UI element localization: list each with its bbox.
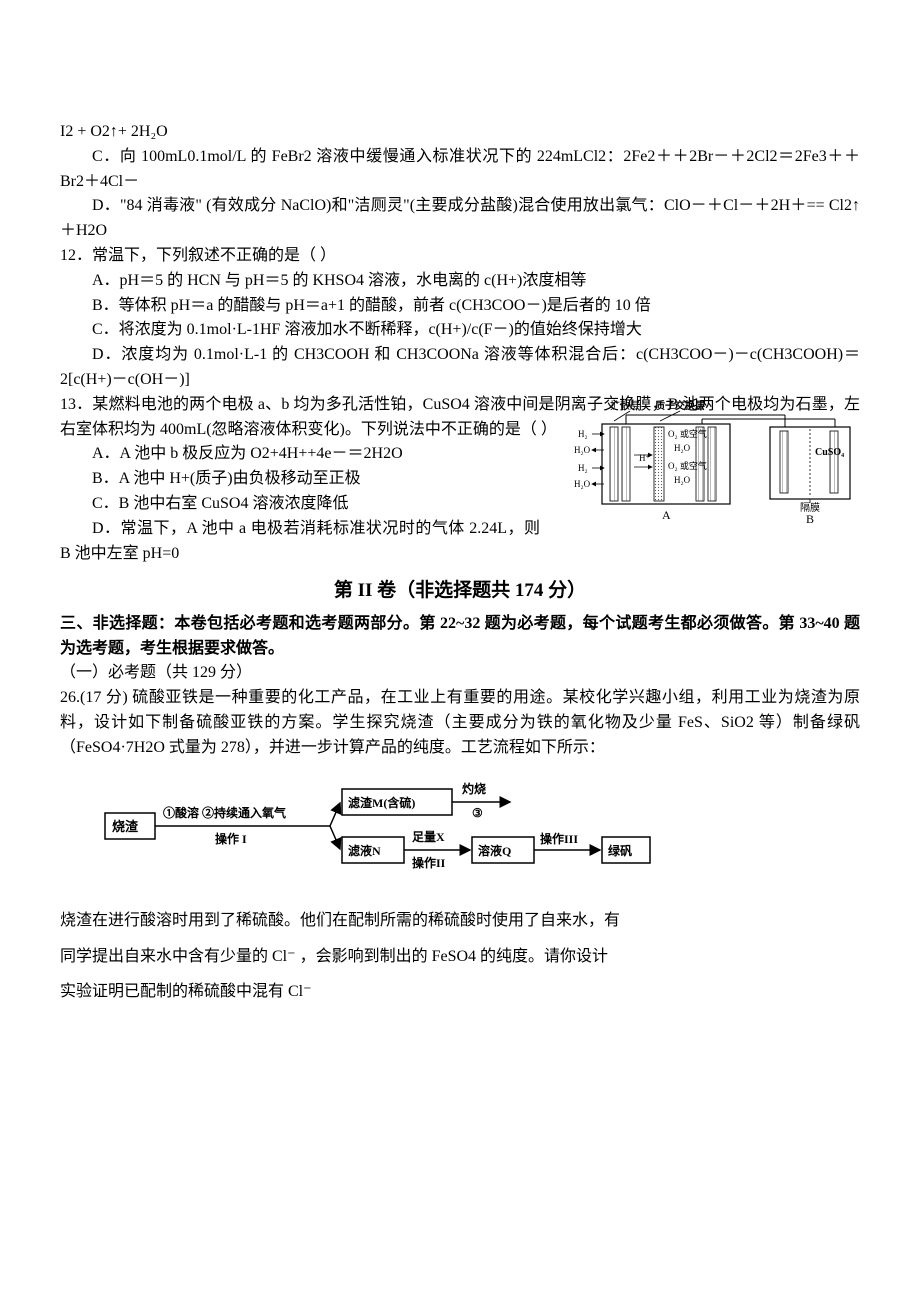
- label-cuso4: CuSO₄: [815, 447, 844, 458]
- q13-option-c: C．B 池中右室 CuSO4 溶液浓度降低: [60, 492, 540, 517]
- node-start: 烧渣: [112, 819, 139, 834]
- label-diffusion: 扩散层: [610, 399, 640, 412]
- opII-top: 足量X: [412, 830, 445, 844]
- label-h2-2: H₂: [578, 463, 588, 473]
- q12-stem: 12．常温下，下列叙述不正确的是（ ）: [60, 244, 860, 269]
- fragment-line: I2 + O2↑+ 2H₂O: [60, 120, 860, 145]
- section3-sub: （一）必考题（共 129 分）: [60, 661, 860, 686]
- q26-para3: 同学提出自来水中含有少量的 Cl⁻ ，会影响到制出的 FeSO4 的纯度。请你设…: [60, 939, 860, 974]
- fragment-option-c: C．向 100mL0.1mol/L 的 FeBr2 溶液中缓慢通入标准状况下的 …: [60, 145, 860, 195]
- q13-option-b: B．A 池中 H+(质子)由负极移动至正极: [60, 467, 540, 492]
- node-solution-q: 溶液Q: [478, 843, 511, 858]
- q12-option-d: D．浓度均为 0.1mol·L-1 的 CH3COOH 和 CH3COONa 溶…: [60, 343, 860, 393]
- node-filtrate-n: 滤液N: [348, 843, 381, 858]
- q12-option-b: B．等体积 pH＝a 的醋酸与 pH＝a+1 的醋酸，前者 c(CH3COO－)…: [60, 294, 860, 319]
- q26-stem: 26.(17 分) 硫酸亚铁是一种重要的化工产品，在工业上有重要的用途。某校化学…: [60, 686, 860, 760]
- label-proton: 质子交换层: [655, 399, 705, 412]
- q13-container: 13．某燃料电池的两个电极 a、b 均为多孔活性铂，CuSO4 溶液中间是阴离子…: [60, 393, 860, 567]
- label-cell-a: A: [662, 508, 671, 522]
- burn-top: 灼烧: [462, 781, 486, 796]
- label-o2-2: O₂ 或空气: [668, 460, 707, 471]
- label-h2o-1: H₂O: [574, 445, 591, 455]
- fragment-option-d: D．"84 消毒液" (有效成分 NaClO)和"洁厕灵"(主要成分盐酸)混合使…: [60, 194, 860, 244]
- step1-top: ①酸溶 ②持续通入氧气: [163, 805, 286, 820]
- opIII-label: 操作III: [540, 831, 578, 846]
- label-h2-1: H₂: [578, 429, 588, 439]
- label-cell-b: B: [806, 512, 814, 526]
- opII-bottom: 操作II: [412, 855, 446, 870]
- node-residue-m: 滤渣M(含硫): [348, 795, 415, 810]
- q13-option-d: D．常温下，A 池中 a 电极若消耗标准状况时的气体 2.24L，则 B 池中左…: [60, 517, 540, 567]
- process-flow-diagram: 烧渣 ①酸溶 ②持续通入氧气 操作 I 滤渣M(含硫) 灼烧 ③ 滤液N 足量X…: [100, 775, 720, 875]
- burn-bottom: ③: [472, 806, 483, 820]
- part2-title: 第 II 卷（非选择题共 174 分）: [60, 576, 860, 605]
- q12-option-c: C．将浓度为 0.1mol·L-1HF 溶液加水不断稀释，c(H+)/c(F－)…: [60, 318, 860, 343]
- step1-bottom: 操作 I: [215, 831, 247, 846]
- q13-option-a: A．A 池中 b 极反应为 O2+4H++4e－＝2H2O: [60, 442, 540, 467]
- label-o2-1: O₂ 或空气: [668, 428, 707, 439]
- label-h2o-2: H₂O: [574, 479, 591, 489]
- q26-para4: 实验证明已配制的稀硫酸中混有 Cl⁻: [60, 974, 860, 1009]
- q26-para2: 烧渣在进行酸溶时用到了稀硫酸。他们在配制所需的稀硫酸时使用了自来水，有: [60, 903, 860, 938]
- node-product: 绿矾: [608, 843, 632, 858]
- label-h2o-r2: H₂O: [674, 475, 691, 485]
- label-h2o-r1: H₂O: [674, 443, 691, 453]
- label-hplus: H⁺: [639, 453, 650, 463]
- cell-b: CuSO₄ 隔膜 B: [770, 427, 850, 526]
- cell-a: H⁺ H₂ H₂O H₂ H₂O O₂ 或空气 H₂O O₂ 或空气 H₂O: [574, 424, 730, 522]
- section3-heading: 三、非选择题：本卷包括必考题和选考题两部分。第 22~32 题为必考题，每个试题…: [60, 612, 860, 662]
- fuel-cell-diagram: 扩散层 质子交换层 H⁺ H₂ H₂O H₂: [570, 399, 860, 529]
- q12-option-a: A．pH＝5 的 HCN 与 pH＝5 的 KHSO4 溶液，水电离的 c(H+…: [60, 269, 860, 294]
